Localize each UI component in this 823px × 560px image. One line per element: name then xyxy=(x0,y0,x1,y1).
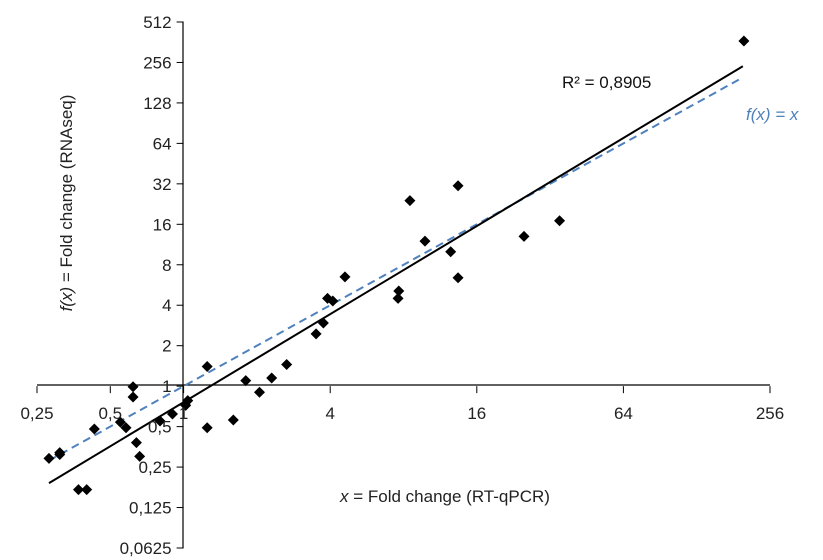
y-tick-label: 512 xyxy=(143,13,171,32)
y-axis-title-text: = Fold change (RNAseq) xyxy=(57,95,76,287)
data-points xyxy=(43,35,750,496)
data-point xyxy=(114,416,126,428)
y-tick-label: 16 xyxy=(153,215,172,234)
data-point xyxy=(127,391,139,403)
x-axis-title-text: = Fold change (RT-qPCR) xyxy=(349,487,550,506)
y-tick-label: 8 xyxy=(162,256,171,275)
x-tick-label: 16 xyxy=(467,404,486,423)
y-tick-label: 0,0625 xyxy=(120,539,172,558)
x-tick-label: 0,25 xyxy=(20,404,53,423)
x-axis-title: x = Fold change (RT-qPCR) xyxy=(339,487,550,506)
y-tick-label: 1 xyxy=(162,377,171,396)
data-point xyxy=(310,328,322,340)
data-point xyxy=(518,230,530,242)
identity-line xyxy=(48,76,744,462)
x-tick-label: 4 xyxy=(325,404,334,423)
y-tick-label: 256 xyxy=(143,53,171,72)
data-point xyxy=(554,215,566,227)
data-point xyxy=(54,447,66,459)
data-point xyxy=(130,437,142,449)
axes xyxy=(37,22,770,548)
x-tick-label: 256 xyxy=(756,404,784,423)
x-axis-variable: x xyxy=(339,487,349,506)
y-tick-label: 4 xyxy=(162,296,171,315)
x-tick-label: 64 xyxy=(614,404,633,423)
data-point xyxy=(327,295,339,307)
data-point xyxy=(81,484,93,496)
data-point xyxy=(227,414,239,426)
y-tick-label: 64 xyxy=(153,134,172,153)
data-point xyxy=(254,386,266,398)
data-point xyxy=(240,375,252,387)
fit-line xyxy=(48,65,744,484)
data-point xyxy=(154,415,166,427)
data-point xyxy=(88,423,100,435)
data-point xyxy=(127,381,139,393)
data-point xyxy=(266,372,278,384)
x-tick-marks xyxy=(36,386,771,394)
y-tick-label: 2 xyxy=(162,337,171,356)
data-point xyxy=(201,422,213,434)
y-tick-labels: 0,0625 0,125 0,25 0,5 1 2 4 8 16 32 64 128 256 512 xyxy=(120,13,172,558)
data-point xyxy=(43,452,55,464)
data-point xyxy=(201,361,213,373)
data-point xyxy=(134,450,146,462)
data-point xyxy=(281,358,293,370)
y-tick-label: 32 xyxy=(153,175,172,194)
data-point xyxy=(182,395,194,407)
data-point xyxy=(166,408,178,420)
x-tick-label: 0,5 xyxy=(98,404,122,423)
data-point xyxy=(72,484,84,496)
y-tick-label: 0,125 xyxy=(129,499,172,518)
data-point xyxy=(452,180,464,192)
y-tick-label: 0,5 xyxy=(148,418,172,437)
data-point xyxy=(317,317,329,329)
data-point xyxy=(738,35,750,47)
y-tick-marks xyxy=(176,21,184,549)
data-point xyxy=(419,235,431,247)
x-tick-labels: 0,25 0,5 1 4 16 64 256 xyxy=(20,404,784,423)
trend-lines xyxy=(48,65,744,484)
y-tick-label: 0,25 xyxy=(139,458,172,477)
y-axis-variable: f(x) xyxy=(57,287,76,312)
y-tick-label: 128 xyxy=(143,94,171,113)
identity-line-label: f(x) = x xyxy=(746,105,799,124)
data-point xyxy=(120,422,132,434)
data-point xyxy=(445,246,457,258)
data-point xyxy=(452,272,464,284)
r-squared-label: R² = 0,8905 xyxy=(562,73,651,92)
data-point xyxy=(339,271,351,283)
data-point xyxy=(393,285,405,297)
x-tick-label: 1 xyxy=(179,404,188,423)
data-point xyxy=(392,292,404,304)
data-point xyxy=(404,195,416,207)
y-axis-title: f(x) = Fold change (RNAseq) xyxy=(57,95,76,312)
